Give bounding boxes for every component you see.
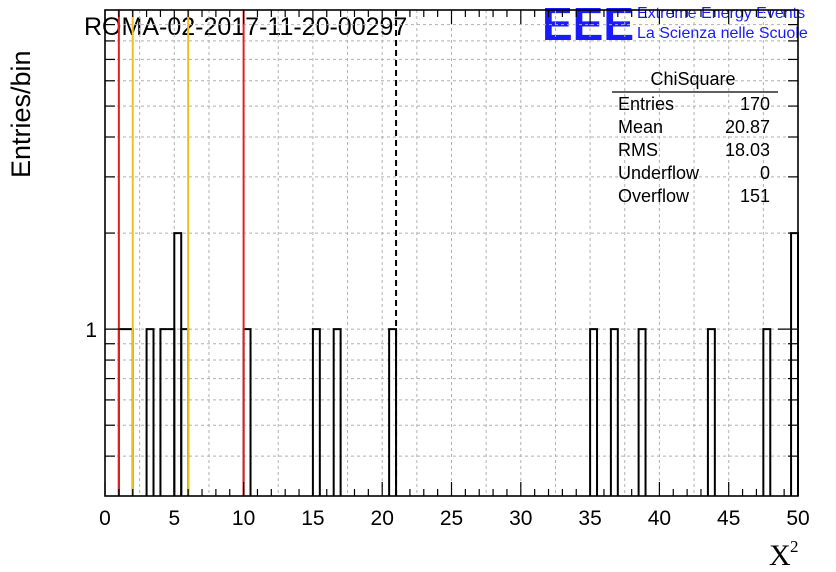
histogram-bin <box>762 328 772 496</box>
x-tick-label: 5 <box>168 507 180 530</box>
grid-lines <box>105 10 798 496</box>
histogram-bin <box>706 328 716 496</box>
org-line-1: Extreme Energy Events <box>637 5 805 22</box>
histogram-bin <box>609 328 619 496</box>
reference-lines <box>117 10 398 496</box>
x-axis-label: X 2 <box>769 537 799 572</box>
stats-row-value: 151 <box>740 186 770 206</box>
x-axis-label-superscript: 2 <box>790 537 799 556</box>
histogram-bin <box>180 328 190 496</box>
x-tick-label: 45 <box>717 507 740 530</box>
histogram-bin <box>145 328 155 496</box>
stats-row-label: Underflow <box>618 163 700 183</box>
histogram-bin <box>332 328 342 496</box>
x-tick-label: 25 <box>440 507 463 530</box>
histogram-bin <box>117 328 134 496</box>
histogram-bin <box>159 328 176 496</box>
x-tick-label: 10 <box>232 507 255 530</box>
stats-row-label: Overflow <box>618 186 690 206</box>
stats-row-label: Mean <box>618 117 663 137</box>
x-tick-label: 15 <box>301 507 324 530</box>
histogram-bin <box>637 328 647 496</box>
stats-rows: Entries 170 Mean 20.87 RMS 18.03 Underflow 0 Ove… <box>618 94 770 206</box>
y-axis-ticks: 1 <box>85 24 798 457</box>
y-tick-label: 1 <box>85 319 97 342</box>
x-tick-label: 35 <box>578 507 601 530</box>
stats-row-value: 0 <box>760 163 770 183</box>
stats-box: ChiSquare Entries 170 Mean 20.87 RMS 18.03 Und… <box>612 69 778 206</box>
x-tick-label: 50 <box>786 507 809 530</box>
histogram-bin <box>388 328 398 496</box>
x-axis-ticks: 0 5 10 15 20 25 30 35 40 45 50 <box>99 10 810 530</box>
stats-row-value: 18.03 <box>725 140 770 160</box>
stats-row-label: RMS <box>618 140 658 160</box>
histogram-bin <box>589 328 599 496</box>
histogram-bin <box>311 328 321 496</box>
x-tick-label: 20 <box>371 507 394 530</box>
stats-row-label: Entries <box>618 94 674 114</box>
run-title: ROMA-02-2017-11-20-00297 <box>84 13 407 41</box>
y-axis-label: Entries/bin <box>6 50 36 178</box>
x-tick-label: 40 <box>648 507 671 530</box>
stats-title: ChiSquare <box>650 69 735 89</box>
stats-row-value: 170 <box>740 94 770 114</box>
histogram-bin <box>242 328 252 496</box>
stats-row-value: 20.87 <box>725 117 770 137</box>
x-tick-label: 0 <box>99 507 111 530</box>
x-axis-label-symbol: X <box>769 539 791 572</box>
org-line-2: La Scienza nelle Scuole <box>637 25 808 42</box>
x-tick-label: 30 <box>509 507 532 530</box>
